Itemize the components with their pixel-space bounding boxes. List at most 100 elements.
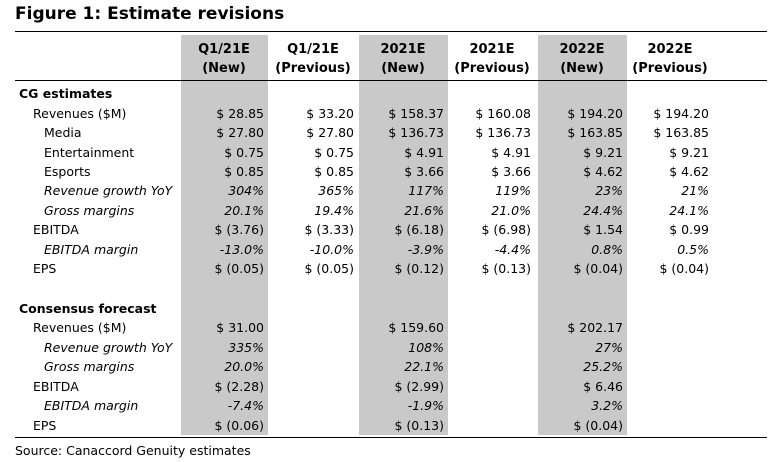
consensus-cell: $ (0.04) <box>573 418 623 433</box>
cg-cell: $ (0.05) <box>304 261 354 276</box>
consensus-cell: 335% <box>228 340 264 355</box>
cons-label-revenues: Revenues ($M) <box>33 320 127 335</box>
cg-cell: 20.1% <box>224 203 264 218</box>
row-label-revenue-growth: Revenue growth YoY <box>44 183 173 198</box>
consensus-cell: $ 6.46 <box>583 379 623 394</box>
cg-cell: $ 28.85 <box>216 106 264 121</box>
cg-cell: $ 4.91 <box>404 145 444 160</box>
cg-cell: 365% <box>318 183 354 198</box>
consensus-cell: -7.4% <box>227 398 264 413</box>
row-label-ebitda: EBITDA <box>33 222 79 237</box>
row-label-entertainment: Entertainment <box>44 145 135 160</box>
section-cg-estimates: CG estimates <box>19 86 113 101</box>
cg-cell: 304% <box>228 183 264 198</box>
cg-cell: $ 3.66 <box>404 164 444 179</box>
cg-cell: $ 0.75 <box>314 145 354 160</box>
col-header-2022-new: 2022E (New) <box>559 42 605 76</box>
row-label-ebitda-margin: EBITDA margin <box>44 242 139 257</box>
consensus-cell: 22.1% <box>404 359 444 374</box>
source-note: Source: Canaccord Genuity estimates <box>15 443 251 458</box>
cg-cell: $ 9.21 <box>583 145 623 160</box>
shade-col-2021-new <box>359 35 448 435</box>
cg-cell: 117% <box>408 183 444 198</box>
cg-cell: $ 194.20 <box>567 106 623 121</box>
cg-cell: $ 27.80 <box>216 125 264 140</box>
cg-cell: $ (3.33) <box>304 222 354 237</box>
consensus-cell: -1.9% <box>407 398 444 413</box>
cg-cell: $ (0.04) <box>659 261 709 276</box>
consensus-cell: $ 202.17 <box>567 320 623 335</box>
cons-label-gross-margins: Gross margins <box>44 359 135 374</box>
row-label-esports: Esports <box>44 164 91 179</box>
cg-cell: $ 0.99 <box>669 222 709 237</box>
consensus-cell: $ (2.28) <box>214 379 264 394</box>
cg-cell: $ (0.12) <box>394 261 444 276</box>
cg-cell: $ 158.37 <box>388 106 444 121</box>
cons-label-revenue-growth: Revenue growth YoY <box>44 340 173 355</box>
consensus-cell: $ 31.00 <box>216 320 264 335</box>
consensus-cell: 3.2% <box>591 398 623 413</box>
cg-cell: $ (6.18) <box>394 222 444 237</box>
header-rule <box>15 80 767 81</box>
cg-cell: $ 194.20 <box>653 106 709 121</box>
cg-cell: $ 1.54 <box>583 222 623 237</box>
col-header-2021-new: 2021E (New) <box>380 42 426 76</box>
cg-cell: 24.1% <box>669 203 709 218</box>
consensus-cell: $ (0.06) <box>214 418 264 433</box>
cg-cell: -4.4% <box>494 242 531 257</box>
bottom-rule <box>15 437 767 438</box>
cg-cell: 0.8% <box>591 242 623 257</box>
cg-cell: $ 4.62 <box>669 164 709 179</box>
consensus-cell: 25.2% <box>583 359 623 374</box>
cg-cell: 21% <box>681 183 709 198</box>
cg-cell: $ (3.76) <box>214 222 264 237</box>
cg-cell: -10.0% <box>309 242 354 257</box>
section-consensus-forecast: Consensus forecast <box>19 301 157 316</box>
row-label-media: Media <box>44 125 82 140</box>
cg-cell: $ 0.85 <box>314 164 354 179</box>
cg-cell: $ 4.91 <box>491 145 531 160</box>
cg-cell: -3.9% <box>407 242 444 257</box>
cg-cell: $ 163.85 <box>653 125 709 140</box>
cons-label-ebitda-margin: EBITDA margin <box>44 398 139 413</box>
cg-cell: $ 9.21 <box>669 145 709 160</box>
cg-cell: $ 136.73 <box>388 125 444 140</box>
cg-cell: 0.5% <box>677 242 709 257</box>
consensus-cell: $ (2.99) <box>394 379 444 394</box>
cg-cell: 21.6% <box>404 203 444 218</box>
consensus-cell: 27% <box>595 340 623 355</box>
figure-title: Figure 1: Estimate revisions <box>15 4 285 24</box>
cg-cell: $ 0.85 <box>224 164 264 179</box>
consensus-cell: $ (0.13) <box>394 418 444 433</box>
col-header-2022-prev: 2022E (Previous) <box>632 42 708 76</box>
shade-col-q121-new <box>181 35 268 435</box>
consensus-cell: 108% <box>408 340 444 355</box>
col-header-q121-new: Q1/21E (New) <box>198 42 250 76</box>
cg-cell: 119% <box>495 183 531 198</box>
cg-cell: $ 0.75 <box>224 145 264 160</box>
cons-label-ebitda: EBITDA <box>33 379 79 394</box>
title-rule <box>15 31 767 32</box>
cg-cell: $ 3.66 <box>491 164 531 179</box>
row-label-revenues: Revenues ($M) <box>33 106 127 121</box>
cg-cell: 21.0% <box>491 203 531 218</box>
cg-cell: $ 33.20 <box>306 106 354 121</box>
cg-cell: $ (0.05) <box>214 261 264 276</box>
cg-cell: $ 4.62 <box>583 164 623 179</box>
consensus-cell: 20.0% <box>224 359 264 374</box>
col-header-q121-prev: Q1/21E (Previous) <box>275 42 351 76</box>
cg-cell: 24.4% <box>583 203 623 218</box>
cg-cell: $ 163.85 <box>567 125 623 140</box>
cg-cell: $ 160.08 <box>475 106 531 121</box>
cg-cell: $ 136.73 <box>475 125 531 140</box>
row-label-eps: EPS <box>33 261 57 276</box>
cg-cell: -13.0% <box>219 242 264 257</box>
cg-cell: $ (6.98) <box>481 222 531 237</box>
cons-label-eps: EPS <box>33 418 57 433</box>
cg-cell: $ (0.04) <box>573 261 623 276</box>
cg-cell: $ 27.80 <box>306 125 354 140</box>
cg-cell: $ (0.13) <box>481 261 531 276</box>
col-header-2021-prev: 2021E (Previous) <box>454 42 530 76</box>
row-label-gross-margins: Gross margins <box>44 203 135 218</box>
consensus-cell: $ 159.60 <box>388 320 444 335</box>
